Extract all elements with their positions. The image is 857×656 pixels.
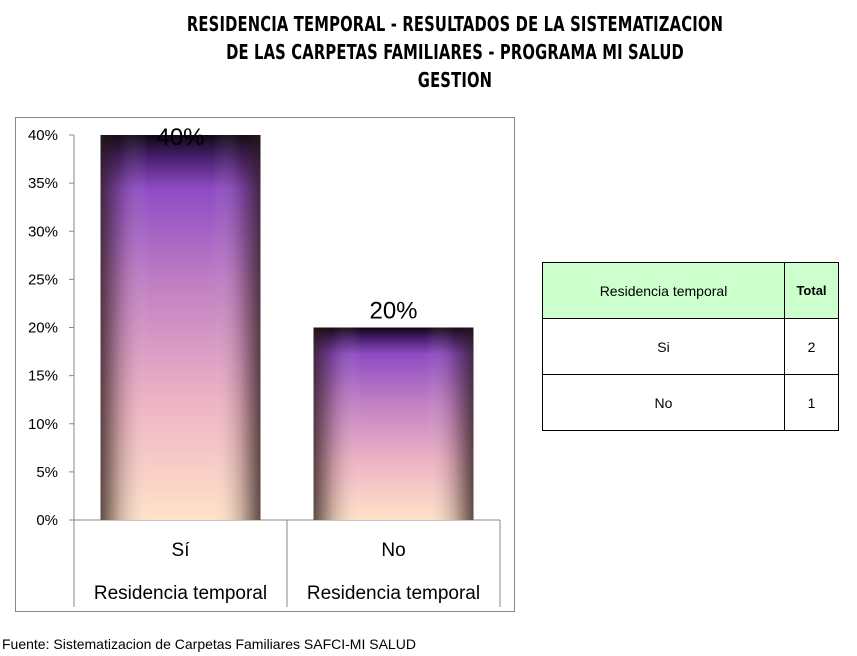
table-header-row: Residencia temporal Total (542, 262, 839, 319)
chart-title-line-1: RESIDENCIA TEMPORAL - RESULTADOS DE LA S… (186, 12, 724, 36)
table-cell-total: 2 (784, 318, 839, 375)
data-label-1: 20% (369, 298, 417, 325)
y-tick-label: 30% (28, 223, 58, 240)
bar-shade-0 (100, 135, 261, 520)
y-tick-label: 35% (28, 175, 58, 192)
table-row: Si 2 (542, 318, 839, 375)
table-cell-total: 1 (784, 374, 839, 431)
table-cell-category: Si (542, 318, 785, 375)
bar-chart: 0% 5% 10% 15% 20% 25% 30% 35% 40% 40% Sí Residenci… (15, 117, 515, 612)
y-tick-label: 25% (28, 271, 58, 288)
chart-bars (100, 135, 474, 520)
table-header-residencia: Residencia temporal (542, 262, 785, 319)
y-tick-label: 10% (28, 416, 58, 433)
category-label-0: Sí (172, 540, 191, 561)
chart-title-line-3: GESTION (417, 68, 493, 92)
source-note: Fuente: Sistematizacion de Carpetas Fami… (2, 636, 416, 652)
y-tick-label: 0% (36, 512, 58, 529)
category-label-1: No (381, 540, 405, 561)
y-tick-label: 20% (28, 320, 58, 337)
y-tick-label: 5% (36, 464, 58, 481)
y-tick-label: 15% (28, 368, 58, 385)
table-header-total: Total (784, 262, 839, 319)
data-label-0: 40% (156, 124, 204, 151)
chart-title-line-2: DE LAS CARPETAS FAMILIARES - PROGRAMA MI… (226, 40, 684, 64)
summary-table: Residencia temporal Total Si 2 No 1 (542, 262, 839, 431)
chart-area: 0% 5% 10% 15% 20% 25% 30% 35% 40% 40% Sí Residenci… (15, 117, 515, 612)
table-row: No 1 (542, 374, 839, 431)
chart-axes: 0% 5% 10% 15% 20% 25% 30% 35% 40% (28, 127, 501, 607)
chart-title: RESIDENCIA TEMPORAL - RESULTADOS DE LA S… (82, 10, 828, 94)
chart-labels: 40% Sí Residencia temporal 20% No Residencia … (94, 124, 480, 604)
y-tick-label: 40% (28, 127, 58, 144)
table-cell-category: No (542, 374, 785, 431)
category-group-label-1: Residencia temporal (307, 583, 480, 604)
category-group-label-0: Residencia temporal (94, 583, 267, 604)
bar-shade-1 (313, 327, 474, 520)
